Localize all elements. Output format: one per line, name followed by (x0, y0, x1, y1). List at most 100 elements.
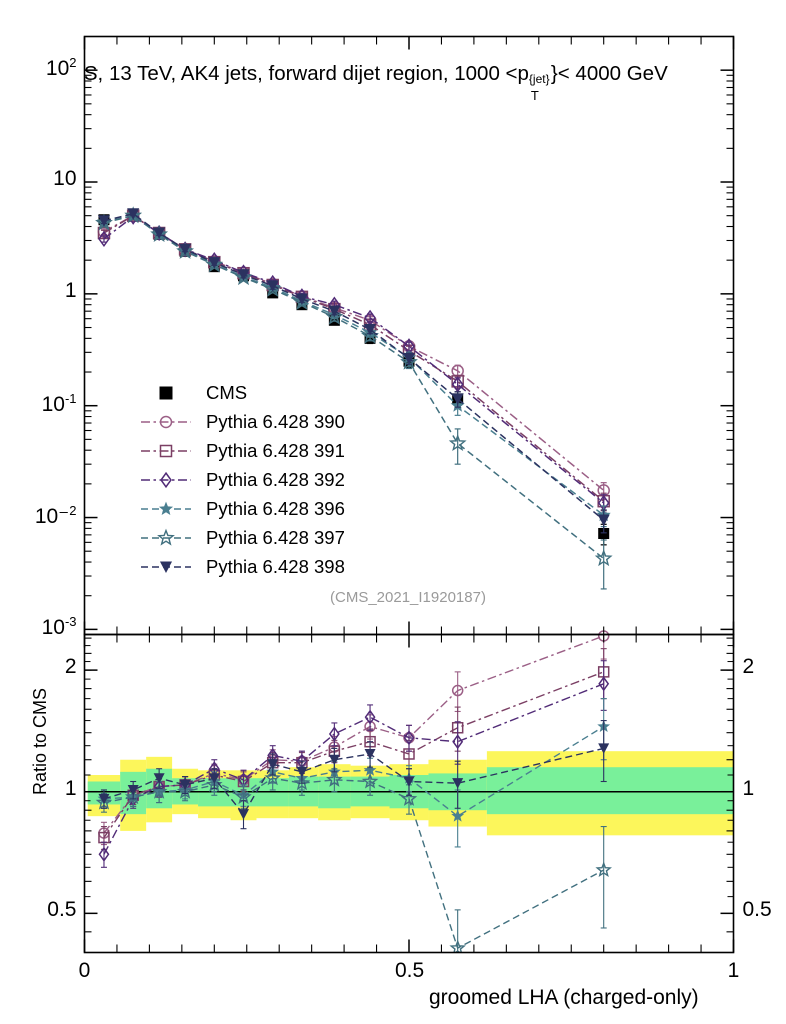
ratio-tick-label-right: 0.5 (742, 898, 772, 922)
data-marker (328, 726, 340, 742)
data-marker (293, 292, 311, 310)
data-marker (325, 307, 344, 325)
legend-label: Pythia 6.428 390 (206, 410, 345, 432)
y-tick-label: 1 (64, 278, 77, 302)
y-tick-label: 10 (53, 167, 77, 190)
data-marker (361, 772, 379, 789)
data-marker (598, 676, 610, 692)
ratio-axis-label: Ratio to CMS (30, 687, 50, 795)
data-marker (179, 243, 192, 256)
data-marker (597, 514, 610, 527)
data-marker (448, 434, 467, 451)
x-axis-label: groomed LHA (charged-only) (429, 986, 699, 1009)
y-tick-label: 10-3 (41, 614, 77, 640)
ratio-tick-label-left: 2 (64, 655, 77, 679)
data-marker (127, 208, 140, 220)
x-tick-label: 0.5 (395, 958, 425, 982)
data-marker (124, 788, 142, 805)
legend-item[interactable]: CMS (140, 378, 345, 407)
data-marker (159, 561, 173, 573)
analysis-id-watermark: (CMS_2021_I1920187) (330, 589, 486, 606)
data-marker (157, 528, 175, 546)
legend-item[interactable]: Pythia 6.428 392 (140, 465, 345, 494)
data-marker (452, 778, 464, 789)
data-marker (159, 444, 173, 457)
data-marker (238, 809, 250, 820)
ratio-tick-label-left: 1 (64, 776, 77, 800)
data-marker (595, 861, 612, 878)
ratio-tick-label-left: 0.5 (47, 898, 77, 922)
data-marker (364, 709, 376, 725)
clip-mask-top (0, 0, 786, 37)
legend-item[interactable]: Pythia 6.428 391 (140, 436, 345, 465)
data-marker (98, 230, 110, 248)
data-marker (160, 471, 172, 488)
data-marker (159, 386, 173, 399)
data-marker (208, 773, 220, 784)
data-marker (400, 352, 418, 370)
legend-marker-square-open (141, 444, 191, 457)
data-marker (295, 293, 308, 306)
data-marker (402, 352, 416, 365)
data-marker (158, 501, 174, 515)
data-marker (594, 549, 613, 567)
data-marker (153, 773, 165, 784)
ratio-tick-label-right: 1 (742, 776, 755, 800)
y-tick-label: 10-1 (41, 390, 77, 416)
data-marker (328, 754, 340, 766)
legend-marker-circle-open (141, 415, 191, 428)
data-marker (598, 743, 610, 754)
legend-label: Pythia 6.428 391 (206, 439, 345, 461)
data-marker (179, 779, 191, 791)
data-marker (267, 759, 279, 770)
legend-marker-diamond-open (141, 471, 191, 488)
x-tick-label: 0 (78, 958, 91, 982)
data-marker (296, 766, 308, 778)
data-marker (403, 730, 415, 746)
legend-item[interactable]: Pythia 6.428 396 (140, 494, 345, 523)
legend-item[interactable]: Pythia 6.428 398 (140, 552, 345, 581)
data-marker (598, 527, 610, 539)
data-marker (237, 269, 250, 281)
legend-label: Pythia 6.428 398 (206, 555, 345, 577)
clip-mask-right (733, 0, 786, 1024)
ratio-tick-label-right: 2 (742, 655, 755, 679)
legend-marker-star-open (141, 528, 191, 546)
data-marker (451, 393, 464, 405)
data-marker (326, 771, 343, 787)
data-marker (328, 305, 341, 318)
legend-label: Pythia 6.428 392 (206, 468, 345, 490)
plot-title-tail: }< 4000 GeV (550, 62, 668, 85)
plot-title-sub: T (530, 88, 539, 103)
data-marker (208, 257, 221, 269)
x-tick-label: 1 (727, 958, 740, 982)
plot-title-main: CMS, 13 TeV, AK4 jets, forward dijet reg… (52, 62, 529, 85)
legend-label: CMS (206, 381, 248, 403)
y-tick-label: 102 (45, 55, 77, 81)
data-marker (364, 748, 376, 760)
data-marker (364, 324, 377, 336)
data-marker (293, 774, 311, 791)
data-marker (150, 783, 168, 799)
plot-title: CMS, 13 TeV, AK4 jets, forward dijet reg… (52, 62, 668, 103)
legend-marker-square-filled (159, 386, 173, 399)
data-marker (264, 769, 281, 786)
data-marker (97, 215, 111, 227)
legend-marker-star-filled (141, 501, 191, 515)
legend: CMS Pythia 6.428 390 Pythia 6.428 391 Pythi… (140, 378, 345, 581)
legend-item[interactable]: Pythia 6.428 397 (140, 523, 345, 552)
data-marker (263, 279, 282, 297)
uncertainty-band-green (486, 767, 734, 815)
data-marker (98, 846, 110, 862)
clip-mask-left (0, 0, 85, 1024)
data-marker (451, 809, 465, 822)
legend-label: Pythia 6.428 397 (206, 526, 345, 548)
data-marker (451, 684, 464, 697)
data-marker (449, 939, 466, 956)
data-marker (98, 793, 110, 805)
legend-label: Pythia 6.428 396 (206, 497, 345, 519)
data-marker (452, 734, 464, 750)
legend-item[interactable]: Pythia 6.428 390 (140, 407, 345, 436)
data-marker (235, 788, 252, 805)
